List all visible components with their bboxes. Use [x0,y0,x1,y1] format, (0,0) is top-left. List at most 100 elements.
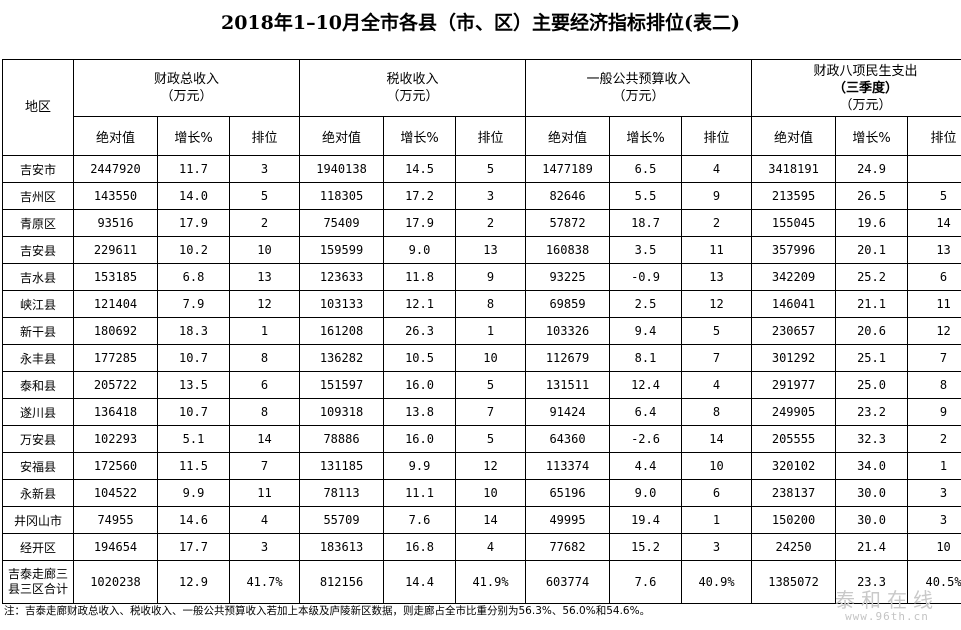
value-cell: 320102 [751,452,837,480]
value-cell: 131185 [299,452,385,480]
value-cell: 5 [228,182,301,210]
value-cell: 11 [228,479,301,507]
value-cell: 65196 [525,479,611,507]
header-row-subcolumns: 绝对值 增长% 排位 绝对值 增长% 排位 绝对值 增长% 排位 绝对值 增长% 排位 [3,116,961,156]
value-cell: 25.1 [835,344,909,372]
value-cell: 172560 [73,452,158,480]
value-cell: 6.4 [609,398,683,426]
value-cell: 18.3 [157,317,230,345]
value-cell: 4 [228,506,301,534]
value-cell: 136282 [299,344,385,372]
value-cell: 160838 [525,236,611,264]
value-cell: 151597 [299,371,385,399]
value-cell: 91424 [525,398,611,426]
value-cell: 9.9 [157,479,230,507]
region-cell: 遂川县 [2,398,74,426]
value-cell: 249905 [751,398,837,426]
value-cell: 183613 [299,533,385,561]
footnote: 注：吉泰走廊财政总收入、税收收入、一般公共预算收入若加上本级及庐陵新区数据，则走… [4,605,651,617]
value-cell: 5 [681,317,753,345]
value-cell: 131511 [525,371,611,399]
table-row: 吉安市 2447920 11.7 3 1940138 14.5 5 1477189 6.5 4 34… [2,155,961,183]
value-cell: 12 [228,290,301,318]
value-cell: 230657 [751,317,837,345]
table-row: 井冈山市 74955 14.6 4 55709 7.6 14 49995 19.4 1 150200… [2,506,961,534]
table-row: 遂川县 136418 10.7 8 109318 13.8 7 91424 6.4 8 249905… [2,398,961,426]
value-cell: 2 [455,209,527,237]
region-cell: 永丰县 [2,344,74,372]
value-cell: 5.5 [609,182,683,210]
region-cell: 吉安市 [2,155,74,183]
value-cell: 12.9 [157,560,230,604]
value-cell: 13 [228,263,301,291]
region-cell: 吉泰走廊三县三区合计 [2,560,74,604]
value-cell: 5 [455,155,527,183]
region-cell: 经开区 [2,533,74,561]
value-cell: 3 [228,533,301,561]
value-cell: 3 [681,533,753,561]
value-cell: 1020238 [73,560,158,604]
region-cell: 吉安县 [2,236,74,264]
region-cell: 新干县 [2,317,74,345]
value-cell: 3 [228,155,301,183]
subheader-abs: 绝对值 [299,116,385,156]
value-cell: 64360 [525,425,611,453]
value-cell: 24.9 [835,155,909,183]
value-cell: 4 [455,533,527,561]
value-cell: 3 [455,182,527,210]
table-row: 吉水县 153185 6.8 13 123633 11.8 9 93225 -0.9 13 3422… [2,263,961,291]
value-cell: 3 [907,479,961,507]
value-cell: 11 [681,236,753,264]
value-cell: 5 [455,371,527,399]
value-cell: 102293 [73,425,158,453]
subheader-abs: 绝对值 [525,116,611,156]
value-cell: 26.5 [835,182,909,210]
region-cell: 井冈山市 [2,506,74,534]
value-cell: 10.5 [383,344,457,372]
value-cell: 12.1 [383,290,457,318]
value-cell: 20.1 [835,236,909,264]
value-cell: 8 [681,398,753,426]
value-cell: 34.0 [835,452,909,480]
value-cell: 69859 [525,290,611,318]
value-cell: 7.6 [609,560,683,604]
value-cell: 93516 [73,209,158,237]
header-row-groups: 地区 财政总收入 （万元） 税收收入 （万元） 一般公共预算收入 （万元） 财政… [2,59,961,156]
subheader-rank: 排位 [228,116,301,156]
value-cell: 812156 [299,560,385,604]
value-cell: 16.0 [383,425,457,453]
value-cell: 180692 [73,317,158,345]
value-cell: 41.7% [228,560,301,604]
value-cell: 14.6 [157,506,230,534]
value-cell: 9 [907,398,961,426]
value-cell: 8.1 [609,344,683,372]
value-cell: 10 [455,479,527,507]
indicator-table: 地区 财政总收入 （万元） 税收收入 （万元） 一般公共预算收入 （万元） 财政… [2,59,961,604]
subheader-growth: 增长% [609,116,683,156]
value-cell: 13 [455,236,527,264]
value-cell: 213595 [751,182,837,210]
subheader-growth: 增长% [383,116,457,156]
value-cell: 7.9 [157,290,230,318]
value-cell: 6 [681,479,753,507]
value-cell: 8 [228,344,301,372]
value-cell: 8 [228,398,301,426]
value-cell: 123633 [299,263,385,291]
value-cell: 11.1 [383,479,457,507]
value-cell: 6.8 [157,263,230,291]
value-cell: 74955 [73,506,158,534]
value-cell: 161208 [299,317,385,345]
value-cell: 2 [228,209,301,237]
value-cell: 40.9% [681,560,753,604]
value-cell: 205722 [73,371,158,399]
subheader-rank: 排位 [907,116,961,156]
region-cell: 青原区 [2,209,74,237]
value-cell: 82646 [525,182,611,210]
region-cell: 永新县 [2,479,74,507]
value-cell: 177285 [73,344,158,372]
subheader-abs: 绝对值 [751,116,837,156]
value-cell: 153185 [73,263,158,291]
value-cell: 109318 [299,398,385,426]
table-row: 吉州区 143550 14.0 5 118305 17.2 3 82646 5.5 9 213595… [2,182,961,210]
value-cell: 301292 [751,344,837,372]
